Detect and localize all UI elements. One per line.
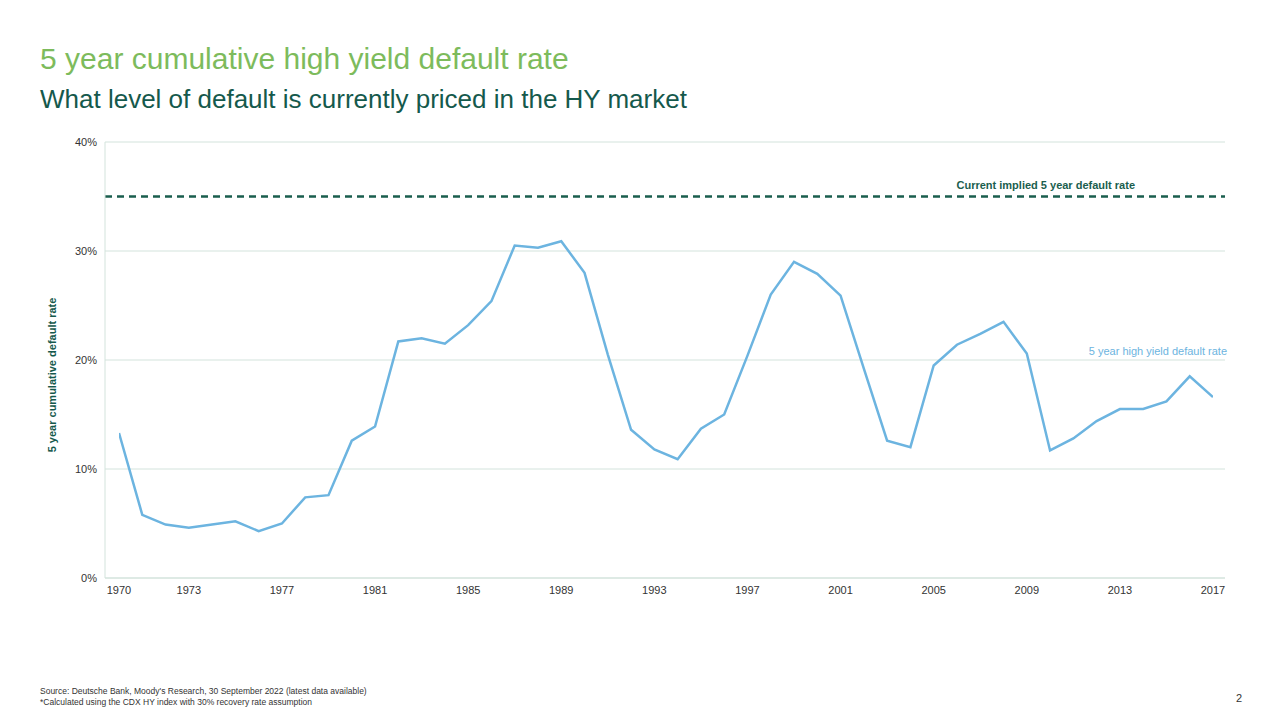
svg-text:2005: 2005 (921, 584, 945, 596)
svg-text:2009: 2009 (1015, 584, 1039, 596)
svg-text:20%: 20% (75, 354, 97, 366)
svg-text:Current implied 5 year default: Current implied 5 year default rate (957, 179, 1136, 191)
svg-text:2013: 2013 (1108, 584, 1132, 596)
svg-text:1977: 1977 (270, 584, 294, 596)
svg-text:2001: 2001 (828, 584, 852, 596)
svg-text:1993: 1993 (642, 584, 666, 596)
html-text:5 year cumulative high yield d: 5 year cumulative high yield default rat… (40, 42, 569, 75)
svg-text:1973: 1973 (177, 584, 201, 596)
svg-text:1985: 1985 (456, 584, 480, 596)
svg-text:1997: 1997 (735, 584, 759, 596)
html-text:2: 2 (1235, 692, 1242, 704)
svg-text:30%: 30% (75, 245, 97, 257)
html-text:Source: Deutsche Bank, Moody's: Source: Deutsche Bank, Moody's Research,… (40, 686, 367, 696)
svg-text:40%: 40% (75, 136, 97, 148)
svg-text:1989: 1989 (549, 584, 573, 596)
svg-text:1970: 1970 (107, 584, 131, 596)
svg-text:0%: 0% (81, 572, 97, 584)
html-text:*Calculated using the CDX HY i: *Calculated using the CDX HY index with … (40, 697, 312, 707)
html-text:What level of default is curre: What level of default is currently price… (40, 84, 687, 114)
svg-text:2017: 2017 (1201, 584, 1225, 596)
svg-text:5 year high yield default rate: 5 year high yield default rate (1089, 345, 1227, 357)
html-text:5 year cumulative default rate: 5 year cumulative default rate (46, 297, 58, 453)
svg-text:10%: 10% (75, 463, 97, 475)
svg-text:1981: 1981 (363, 584, 387, 596)
